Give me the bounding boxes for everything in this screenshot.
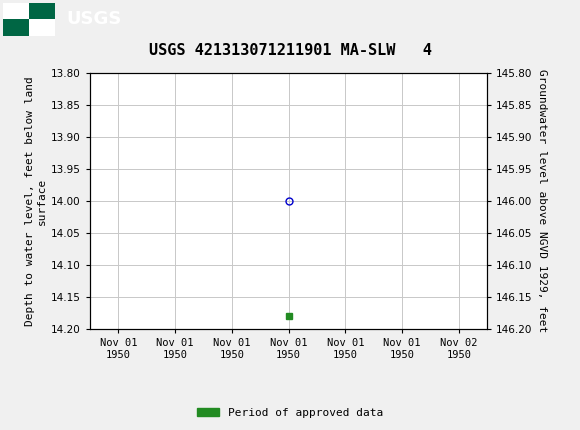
Y-axis label: Groundwater level above NGVD 1929, feet: Groundwater level above NGVD 1929, feet [537, 69, 547, 333]
Text: USGS 421313071211901 MA-SLW   4: USGS 421313071211901 MA-SLW 4 [148, 43, 432, 58]
Bar [29, 3, 55, 19]
Bar [3, 19, 29, 36]
Bar [3, 3, 55, 36]
Y-axis label: Depth to water level, feet below land
surface: Depth to water level, feet below land su… [26, 76, 47, 326]
Legend: Period of approved data: Period of approved data [193, 403, 387, 422]
Text: USGS: USGS [67, 10, 122, 28]
